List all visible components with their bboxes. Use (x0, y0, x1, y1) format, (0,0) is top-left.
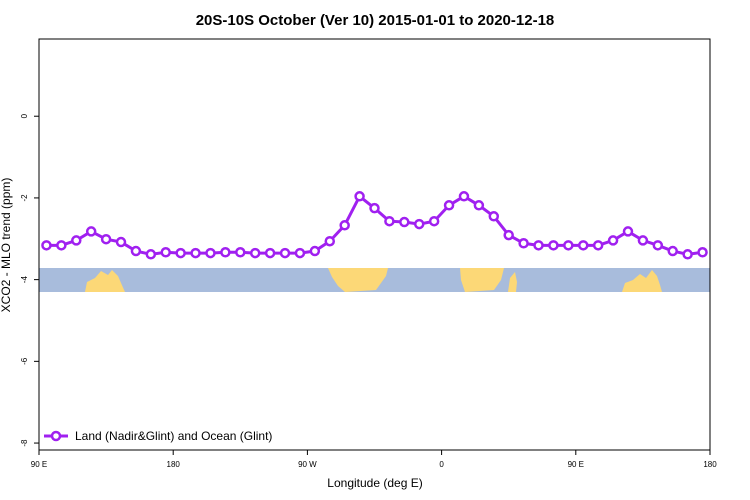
point (518, 238, 529, 249)
point (369, 202, 380, 214)
point (100, 233, 112, 245)
x-tick-label: 180 (703, 460, 717, 469)
point (399, 216, 410, 228)
y-tick-label: -8 (20, 439, 29, 447)
point (413, 218, 425, 230)
point (443, 200, 455, 211)
point (145, 249, 157, 260)
point (548, 240, 559, 251)
point (130, 245, 142, 257)
x-tick-label: 90 E (568, 460, 584, 469)
y-tick-label: -4 (20, 276, 29, 284)
point (622, 226, 634, 237)
point (354, 191, 365, 202)
plot-frame (38, 38, 711, 451)
legend: Land (Nadir&Glint) and Ocean (Glint) (44, 429, 272, 443)
point (309, 245, 321, 257)
x-axis-label: Longitude (deg E) (327, 476, 422, 490)
point (578, 240, 589, 251)
point (637, 235, 649, 246)
point (592, 240, 604, 251)
point (205, 247, 216, 259)
point (533, 240, 544, 251)
point (115, 236, 127, 248)
y-tick-label: -2 (20, 194, 29, 202)
point (503, 229, 514, 241)
point (428, 215, 440, 227)
point (160, 247, 171, 258)
point (294, 247, 306, 259)
x-tick-label: 180 (167, 460, 181, 469)
point (235, 247, 246, 258)
point (279, 247, 291, 259)
x-tick-label: 90 E (31, 460, 47, 469)
point (607, 235, 619, 246)
y-axis-label: XCO2 - MLO trend (ppm) (0, 178, 13, 313)
land (508, 272, 517, 292)
point (264, 247, 276, 259)
point (190, 247, 201, 259)
chart-title: 20S-10S October (Ver 10) 2015-01-01 to 2… (196, 12, 555, 29)
y-tick-label: -6 (20, 357, 29, 365)
point (682, 249, 693, 260)
point (324, 235, 336, 247)
land (85, 270, 125, 292)
point (697, 247, 708, 258)
point (85, 226, 97, 237)
y-tick-label: 0 (20, 113, 29, 118)
x-tick-label: 90 W (298, 460, 317, 469)
point (41, 240, 52, 251)
point (339, 220, 350, 231)
point (458, 191, 470, 202)
land (328, 268, 388, 292)
land (460, 268, 504, 292)
point (652, 240, 664, 251)
point (563, 240, 574, 251)
legend-marker (50, 430, 62, 442)
point (667, 245, 678, 257)
point (384, 215, 395, 227)
land (622, 270, 662, 292)
x-tick-label: 0 (439, 460, 444, 469)
point (220, 247, 231, 258)
point (175, 247, 186, 259)
point (249, 247, 261, 259)
point (473, 200, 485, 211)
map-band (39, 268, 710, 292)
legend-label: Land (Nadir&Glint) and Ocean (Glint) (75, 429, 272, 443)
point (56, 240, 67, 251)
point (488, 211, 500, 222)
point (71, 235, 82, 246)
